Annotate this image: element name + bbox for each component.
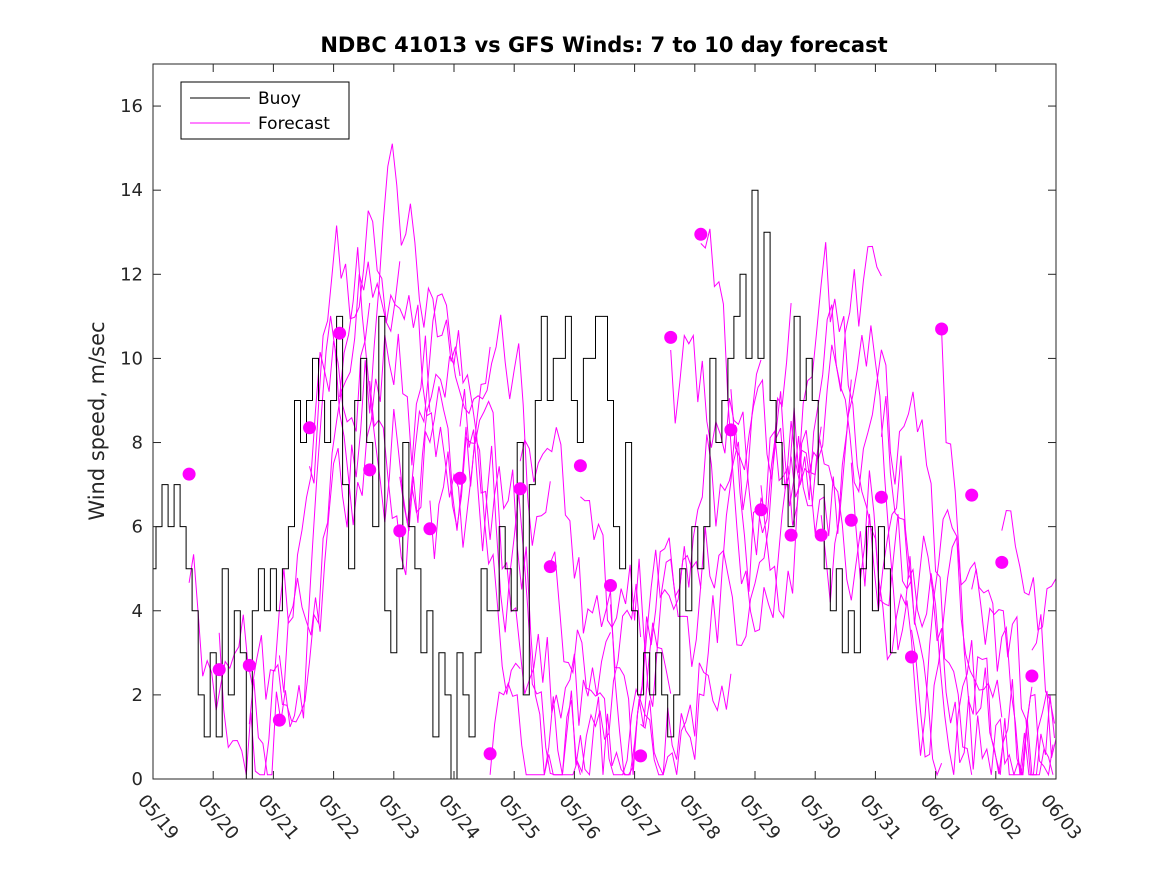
- forecast-point: [995, 555, 1009, 569]
- forecast-point: [1025, 669, 1039, 683]
- forecast-point: [874, 490, 888, 504]
- y-tick-label: 14: [120, 180, 143, 201]
- forecast-trace: [459, 389, 642, 776]
- forecast-trace: [971, 568, 1054, 776]
- forecast-point: [513, 482, 527, 496]
- y-tick-label: 0: [132, 769, 143, 790]
- forecast-trace: [369, 293, 551, 576]
- buoy-line: [153, 189, 897, 779]
- legend-label-buoy: Buoy: [258, 89, 301, 109]
- forecast-point: [393, 524, 407, 538]
- forecast-trace: [820, 325, 1003, 756]
- plot-area: [153, 143, 1056, 779]
- forecast-trace: [339, 247, 521, 695]
- forecast-point: [483, 747, 497, 761]
- forecast-point: [694, 227, 708, 241]
- y-axis-label: Wind speed, m/sec: [85, 321, 109, 520]
- legend-box: [180, 81, 350, 140]
- chart-title: NDBC 41013 vs GFS Winds: 7 to 10 day for…: [320, 33, 887, 57]
- forecast-trace: [1031, 614, 1055, 724]
- forecast-trace: [700, 228, 882, 633]
- forecast-trace: [489, 622, 672, 777]
- forecast-trace: [730, 242, 912, 607]
- y-tick-label: 4: [132, 601, 143, 622]
- forecast-point: [333, 326, 347, 340]
- forecast-point: [242, 658, 256, 672]
- forecast-trace: [580, 359, 762, 707]
- forecast-trace: [670, 333, 852, 556]
- forecast-trace: [248, 315, 431, 776]
- forecast-point: [363, 463, 377, 477]
- forecast-traces: [188, 143, 1056, 777]
- forecast-trace: [1001, 509, 1056, 631]
- forecast-trace: [549, 551, 732, 776]
- axes-box: [152, 63, 1057, 780]
- forecast-point: [272, 713, 286, 727]
- forecast-point: [604, 579, 617, 592]
- forecast-trace: [790, 304, 973, 775]
- forecast-point: [634, 749, 648, 763]
- forecast-point: [573, 459, 587, 473]
- legend-label-forecast: Forecast: [258, 114, 330, 134]
- y-tick-label: 10: [120, 348, 143, 369]
- forecast-point: [212, 663, 226, 677]
- forecast-trace: [880, 395, 1054, 777]
- forecast-point: [303, 421, 316, 435]
- forecast-point: [182, 467, 196, 481]
- legend: Buoy Forecast: [180, 81, 350, 140]
- forecast-point: [754, 503, 768, 517]
- forecast-point: [844, 513, 858, 527]
- forecast-trace: [429, 400, 611, 726]
- forecast-point: [814, 528, 828, 542]
- forecast-trace: [399, 330, 581, 775]
- forecast-point: [724, 423, 738, 437]
- y-tick-label: 6: [132, 517, 143, 538]
- forecast-trace: [188, 302, 371, 711]
- forecast-trace: [850, 462, 1033, 776]
- y-tick-label: 8: [132, 433, 143, 454]
- forecast-point: [423, 522, 437, 536]
- forecast-point: [905, 650, 918, 664]
- forecast-point: [935, 322, 949, 336]
- forecast-trace: [760, 430, 943, 777]
- forecast-point: [965, 488, 979, 502]
- y-tick-label: 2: [132, 685, 143, 706]
- forecast-point: [543, 560, 557, 574]
- forecast-point: [664, 330, 678, 344]
- forecast-trace: [640, 391, 822, 776]
- y-tick-label: 12: [120, 264, 143, 285]
- forecast-point: [453, 471, 467, 485]
- y-tick-label: 16: [120, 96, 143, 117]
- forecast-trace: [278, 143, 461, 693]
- forecast-point: [784, 528, 798, 542]
- forecast-trace: [218, 261, 401, 776]
- forecast-trace: [610, 303, 792, 775]
